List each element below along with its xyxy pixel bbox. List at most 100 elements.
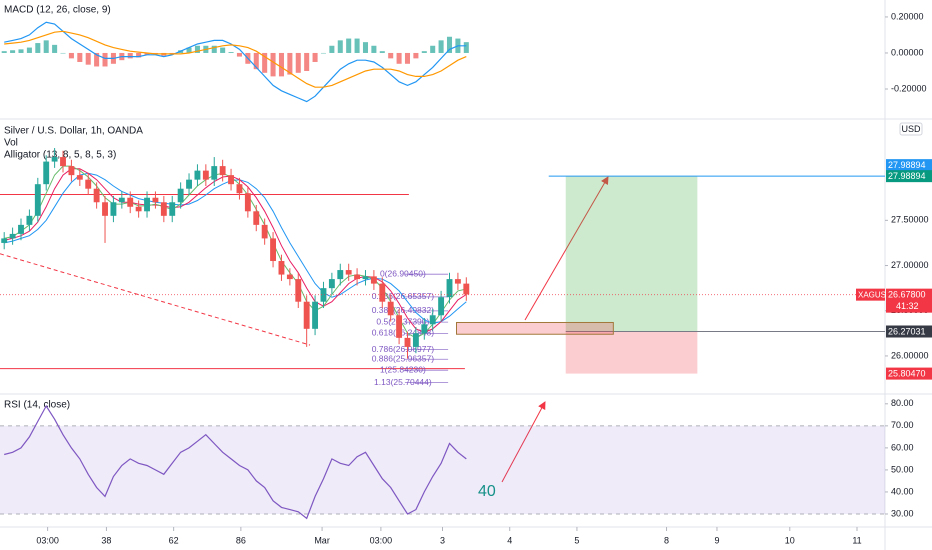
candle-body: [177, 188, 184, 203]
candle-body: [18, 224, 24, 234]
candle-body: [244, 193, 251, 212]
symbol-badge: [856, 288, 885, 301]
loss-zone: [565, 331, 698, 374]
y-tick-label: 0.00000: [891, 47, 924, 57]
candle-body: [270, 238, 277, 262]
histogram-bar: [18, 49, 24, 53]
y-tick-label: 50.00: [891, 464, 914, 474]
candle-body: [454, 279, 461, 284]
candle-body: [345, 270, 352, 275]
fib-label: 0.618(26.24848): [372, 328, 435, 338]
x-tick-label: 38: [101, 535, 111, 545]
currency-badge[interactable]: [899, 122, 923, 136]
candle-body: [34, 184, 41, 216]
histogram-bar: [136, 52, 142, 58]
price-badge: [886, 159, 932, 172]
price-badge: [886, 367, 932, 380]
candle-body: [211, 166, 218, 180]
price-badge-label: 25.80470: [888, 368, 926, 378]
indicator-title: Alligator (13, 8, 5, 8, 5, 3): [4, 150, 116, 161]
histogram-bar: [144, 52, 150, 55]
x-tick-label: 86: [236, 535, 246, 545]
histogram-bar: [304, 52, 310, 71]
y-tick-label: 30.00: [891, 508, 914, 518]
candle-body: [429, 315, 436, 325]
alligator-line: [4, 165, 467, 339]
y-tick-label: 0.20000: [891, 11, 924, 21]
indicator-title: MACD (12, 26, close, 9): [4, 5, 111, 16]
x-tick-label: 5: [574, 535, 579, 545]
price-badge: [886, 325, 932, 338]
histogram-bar: [236, 52, 242, 57]
candle-body: [51, 157, 58, 162]
candle-body: [312, 301, 319, 329]
candle-body: [362, 276, 369, 280]
histogram-bar: [396, 52, 402, 64]
fib-label: 1(25.84230): [380, 364, 426, 374]
histogram-bar: [329, 45, 335, 53]
candle-body: [85, 179, 92, 189]
fib-label: 0(26.90450): [380, 268, 426, 278]
price-badge-label: 27.98894: [888, 171, 926, 181]
histogram-bar: [35, 43, 41, 53]
histogram-bar: [421, 51, 427, 53]
x-tick-label: 4: [507, 535, 512, 545]
candle-body: [303, 301, 310, 329]
fib-label: 0.786(26.06977): [372, 344, 435, 354]
histogram-bar: [463, 42, 469, 53]
candle-body: [379, 283, 386, 302]
candle-body: [404, 337, 411, 347]
price-badge-label: 27.98894: [888, 160, 926, 170]
histogram-bar: [43, 40, 49, 53]
symbol-label: XAGUSD: [858, 290, 892, 299]
drawn-zone: [456, 321, 614, 335]
histogram-bar: [60, 52, 66, 54]
candle-body: [228, 175, 234, 185]
x-tick-label: 03:00: [370, 535, 393, 545]
candle-body: [60, 157, 66, 167]
histogram-bar: [404, 52, 411, 64]
candle-body: [194, 170, 201, 180]
histogram-bar: [337, 40, 343, 53]
x-tick-label: 3: [440, 535, 445, 545]
histogram-bar: [10, 50, 16, 53]
fib-label: 0.5(26.37390): [376, 316, 429, 326]
fib-label: 0.886(25.96357): [372, 353, 435, 363]
profit-zone: [565, 176, 698, 332]
histogram-bar: [94, 52, 100, 67]
candle-body: [127, 197, 134, 207]
trend-line: [0, 253, 311, 346]
histogram-bar: [211, 45, 217, 53]
histogram-bar: [262, 52, 268, 73]
histogram-bar: [220, 47, 226, 53]
candle-body: [160, 202, 167, 216]
candle-body: [1, 238, 8, 243]
currency-label: USD: [901, 124, 921, 134]
histogram-bar: [362, 42, 369, 53]
histogram-bar: [320, 52, 326, 54]
y-tick-label: 80.00: [891, 398, 914, 408]
candle-body: [110, 202, 117, 216]
candle-body: [9, 233, 16, 239]
histogram-bar: [438, 40, 444, 53]
histogram-bar: [388, 52, 394, 59]
candle-body: [152, 197, 159, 203]
histogram-bar: [127, 52, 133, 59]
candle-body: [370, 276, 377, 284]
histogram-bar: [278, 52, 284, 77]
candle-body: [328, 279, 335, 289]
chart-title: Silver / U.S. Dollar, 1h, OANDA: [4, 126, 143, 137]
candle-body: [202, 170, 209, 180]
macd-line: [4, 21, 467, 103]
price-badge: [886, 288, 932, 313]
candle-body: [295, 279, 302, 302]
candle-body: [463, 283, 470, 295]
candle-body: [118, 197, 125, 203]
y-tick-label: -0.20000: [891, 83, 927, 93]
histogram-bar: [346, 38, 352, 53]
alligator-line: [4, 168, 467, 333]
histogram-bar: [52, 44, 58, 53]
candle-body: [26, 215, 33, 225]
candle-body: [236, 184, 243, 194]
